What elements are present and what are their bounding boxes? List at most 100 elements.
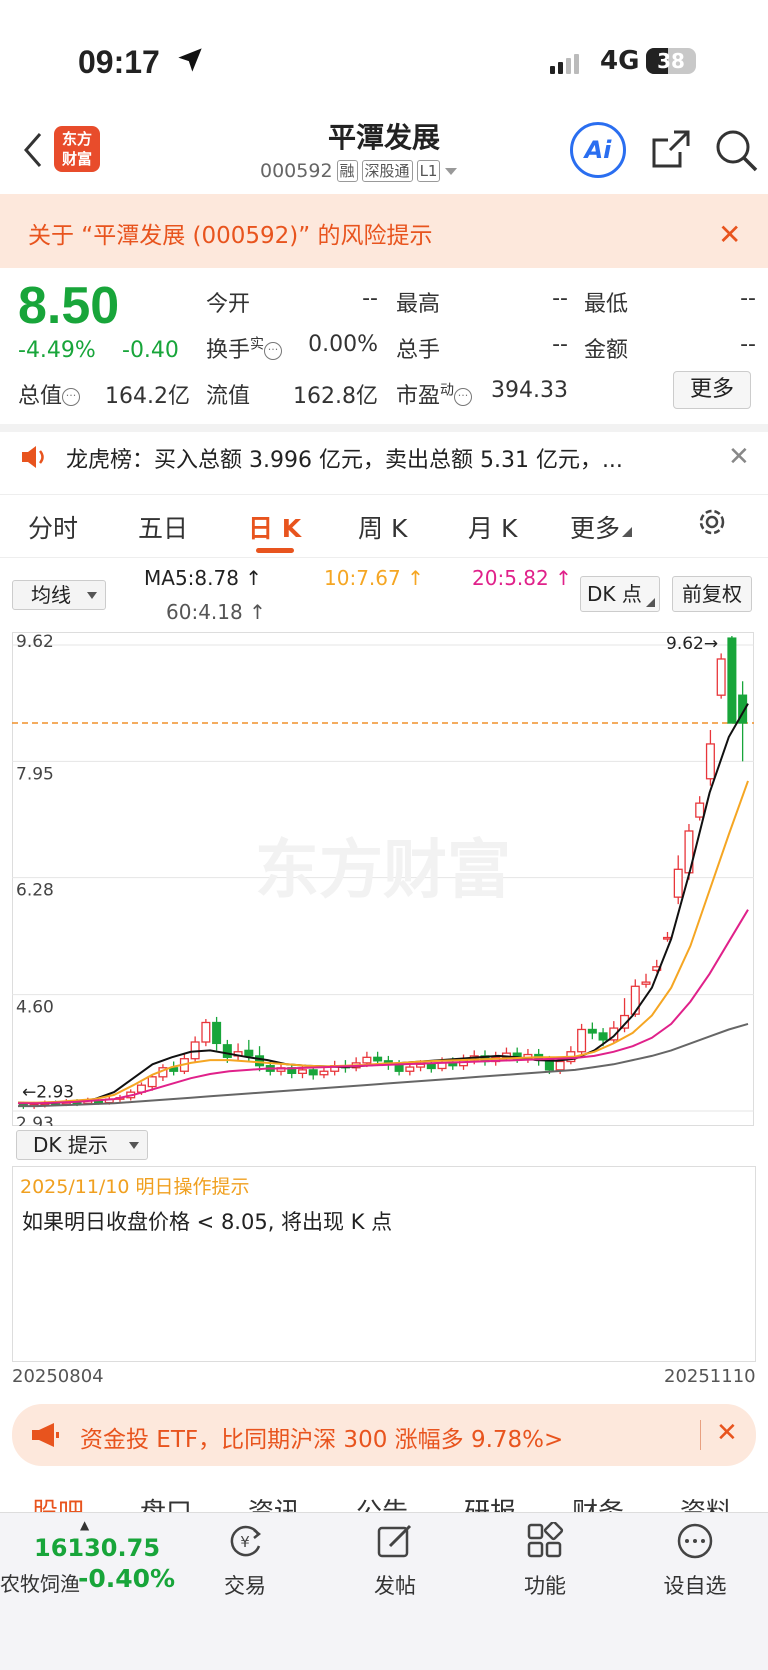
etf-banner-close-icon[interactable]: ✕ bbox=[716, 1418, 738, 1448]
candle-body bbox=[577, 1028, 587, 1053]
subtab-orderbook[interactable]: 盘口 bbox=[140, 1492, 192, 1512]
risk-banner-close-icon[interactable]: ✕ bbox=[718, 218, 742, 251]
subtab-announcements[interactable]: 公告 bbox=[356, 1492, 408, 1512]
high-label: 最高 bbox=[396, 292, 441, 317]
stock-name: 平潭发展 bbox=[327, 121, 440, 154]
etf-banner-divider bbox=[700, 1420, 701, 1450]
lhb-close-icon[interactable]: ✕ bbox=[728, 442, 750, 472]
tab-monthly-k[interactable]: 月 K bbox=[468, 514, 518, 543]
candle-body bbox=[738, 694, 748, 724]
dk-point-button[interactable]: DK 点 bbox=[580, 576, 660, 612]
risk-banner[interactable] bbox=[0, 194, 768, 268]
tag-level: L1 bbox=[416, 160, 441, 182]
trade-label[interactable]: 交易 bbox=[224, 1574, 266, 1598]
watermark: 东方财富 bbox=[255, 834, 511, 908]
candle-body bbox=[630, 985, 640, 1015]
tab-daily-k[interactable]: 日 K bbox=[248, 514, 302, 543]
info-dots-icon[interactable]: ··· bbox=[264, 342, 283, 360]
add-watchlist-icon[interactable] bbox=[676, 1522, 714, 1560]
kline-chart[interactable]: 9.62 7.95 6.28 4.60 2.93 东方财富 9.62→ ←2.93 bbox=[12, 632, 754, 1126]
low-label: 最低 bbox=[584, 292, 629, 317]
dk-tip-panel bbox=[12, 1166, 756, 1362]
active-tab-underline bbox=[256, 548, 294, 553]
add-watchlist-label[interactable]: 设自选 bbox=[663, 1574, 727, 1598]
candle-body bbox=[373, 1056, 383, 1062]
subtab-forum[interactable]: 股吧 bbox=[32, 1492, 84, 1512]
functions-grid-icon[interactable] bbox=[526, 1522, 564, 1560]
current-price: 8.50 bbox=[18, 277, 120, 335]
candle-body bbox=[308, 1069, 318, 1076]
app-logo: 东方 财富 bbox=[54, 126, 100, 172]
logo-text-top: 东方 bbox=[61, 130, 92, 148]
stock-code-row[interactable]: 000592 融 深股通 L1 bbox=[260, 160, 458, 182]
more-quote-button[interactable]: 更多 bbox=[673, 371, 751, 409]
high-value: -- bbox=[552, 286, 568, 311]
tab-weekly-k[interactable]: 周 K bbox=[358, 514, 408, 543]
ma-indicator-select[interactable]: 均线 bbox=[12, 580, 106, 610]
candle-body bbox=[147, 1076, 157, 1088]
ma-select-label: 均线 bbox=[31, 583, 71, 607]
y-tick-label: 6.28 bbox=[16, 881, 54, 901]
x-axis-start-date: 20250804 bbox=[12, 1366, 104, 1387]
tab-intraday[interactable]: 分时 bbox=[28, 514, 79, 543]
candle-body bbox=[587, 1028, 597, 1034]
candle-body bbox=[555, 1060, 565, 1071]
lhb-notice[interactable] bbox=[0, 424, 768, 486]
lhb-text[interactable]: 龙虎榜：买入总额 3.996 亿元，卖出总额 5.31 亿元，... bbox=[66, 448, 623, 473]
status-time: 09:17 bbox=[78, 44, 160, 80]
y-tick-label: 2.93 bbox=[16, 1114, 54, 1126]
subtab-reports[interactable]: 研报 bbox=[464, 1492, 516, 1512]
pe-label: 市盈动 ··· bbox=[396, 378, 473, 410]
total-cap-value: 164.2亿 bbox=[105, 384, 190, 409]
tab-more-label: 更多 bbox=[570, 514, 621, 543]
candle-body bbox=[255, 1055, 265, 1067]
etf-banner[interactable] bbox=[12, 1404, 756, 1466]
search-icon[interactable] bbox=[714, 128, 758, 172]
post-label[interactable]: 发帖 bbox=[374, 1574, 416, 1598]
sector-index-name[interactable]: 农牧饲渔 bbox=[0, 1572, 80, 1596]
candle-body bbox=[426, 1063, 436, 1070]
subtab-financials[interactable]: 财务 bbox=[572, 1492, 624, 1512]
risk-banner-text[interactable]: 关于 “平潭发展 (000592)” 的风险提示 bbox=[28, 223, 433, 249]
ma-line bbox=[18, 780, 749, 1104]
dk-tip-select[interactable]: DK 提示 bbox=[16, 1130, 148, 1160]
float-cap-label: 流值 bbox=[206, 384, 251, 409]
chart-period-tabs: 分时 五日 日 K 周 K 月 K 更多 bbox=[0, 494, 768, 558]
candle-body bbox=[362, 1056, 372, 1064]
content-subtabs: 股吧 盘口 资讯 公告 研报 财务 资料 bbox=[0, 1488, 768, 1512]
stock-code: 000592 bbox=[260, 160, 333, 182]
trade-icon[interactable]: ¥ bbox=[226, 1522, 264, 1560]
info-dots-icon[interactable]: ··· bbox=[62, 388, 81, 406]
speaker-icon bbox=[22, 446, 44, 468]
tab-five-day[interactable]: 五日 bbox=[138, 514, 189, 543]
functions-label[interactable]: 功能 bbox=[524, 1574, 566, 1598]
sector-index-value[interactable]: 16130.75 bbox=[34, 1534, 161, 1562]
gear-icon[interactable] bbox=[694, 504, 730, 540]
ma-line bbox=[18, 909, 749, 1105]
candle-body bbox=[609, 1027, 619, 1041]
megaphone-icon bbox=[32, 1423, 59, 1447]
subtab-news[interactable]: 资讯 bbox=[248, 1492, 300, 1512]
back-arrow-icon[interactable] bbox=[18, 130, 48, 170]
open-label: 今开 bbox=[206, 292, 251, 317]
etf-banner-text[interactable]: 资金投 ETF，比同期沪深 300 涨幅多 9.78%> bbox=[80, 1427, 564, 1453]
dk-tip-text: 如果明日收盘价格 < 8.05, 将出现 K 点 bbox=[22, 1210, 393, 1234]
adjust-price-button[interactable]: 前复权 bbox=[672, 576, 752, 612]
sector-index-change[interactable]: -0.40% bbox=[78, 1564, 176, 1593]
y-tick-label: 7.95 bbox=[16, 764, 54, 784]
tab-more[interactable]: 更多 bbox=[570, 509, 633, 545]
ma-line bbox=[18, 1022, 749, 1108]
amount-label: 金额 bbox=[584, 338, 629, 363]
subtab-profile[interactable]: 资料 bbox=[680, 1492, 732, 1512]
float-cap-value: 162.8亿 bbox=[293, 384, 378, 409]
candle-body bbox=[695, 802, 705, 818]
turnover-value: 0.00% bbox=[308, 332, 378, 357]
share-icon[interactable] bbox=[650, 128, 692, 170]
svg-text:¥: ¥ bbox=[240, 1533, 250, 1551]
dropdown-triangle-icon[interactable] bbox=[444, 166, 458, 176]
info-dots-icon[interactable]: ··· bbox=[454, 388, 473, 406]
candle-body bbox=[705, 743, 715, 780]
compose-post-icon[interactable] bbox=[376, 1522, 414, 1560]
ai-assistant-button[interactable]: Ai bbox=[570, 122, 626, 178]
network-type: 4G bbox=[600, 46, 640, 76]
